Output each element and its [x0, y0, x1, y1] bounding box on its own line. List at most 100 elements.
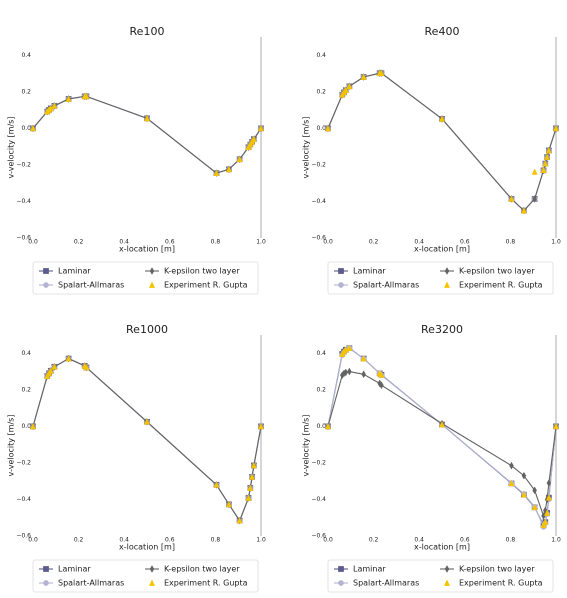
data-point	[250, 135, 257, 143]
data-point	[544, 509, 551, 516]
x-axis-label: x-location [m]	[119, 543, 175, 552]
legend-swatch	[149, 565, 155, 573]
data-point	[51, 363, 58, 370]
data-point	[343, 368, 349, 377]
data-point	[439, 420, 445, 428]
data-point	[213, 169, 220, 177]
x-tick-label: 0.2	[369, 537, 379, 544]
legend-label: Spalart-Allmaras	[58, 281, 124, 290]
data-point	[553, 422, 559, 430]
data-point	[347, 367, 352, 376]
y-tick-label: −0.4	[311, 198, 326, 205]
y-tick-label: −0.4	[16, 496, 31, 503]
data-point	[342, 86, 349, 93]
x-tick-label: 0.4	[119, 239, 129, 246]
data-point	[545, 146, 552, 154]
y-tick-label: 0.2	[316, 88, 326, 95]
y-tick-label: 0.4	[316, 52, 326, 59]
x-tick-label: 0.4	[414, 537, 424, 544]
legend-swatch	[444, 267, 450, 275]
series-line	[32, 357, 262, 522]
data-point	[546, 479, 552, 487]
x-tick-label: 0.6	[460, 537, 470, 544]
x-tick-label: 0.2	[369, 239, 379, 246]
legend-swatch	[338, 566, 344, 572]
legend-box	[32, 559, 259, 593]
legend-swatch	[149, 281, 155, 288]
legend-swatch	[338, 580, 344, 586]
x-tick-label: 0.0	[323, 537, 333, 544]
data-point	[249, 473, 256, 480]
y-axis-label: v-velocity [m/s]	[302, 415, 311, 477]
x-tick-label: 1.0	[551, 537, 561, 544]
data-point	[531, 168, 538, 175]
legend-label: Experiment R. Gupta	[459, 579, 543, 588]
series-line	[327, 72, 557, 212]
series-line	[32, 357, 262, 522]
legend-label: Spalart-Allmaras	[58, 579, 124, 588]
x-tick-label: 1.0	[256, 239, 266, 246]
series-line	[327, 72, 557, 212]
data-point	[542, 518, 549, 525]
data-point	[325, 422, 331, 430]
y-tick-label: −0.6	[16, 533, 31, 540]
data-point	[258, 124, 264, 132]
y-tick-label: −0.2	[16, 459, 31, 466]
data-point	[378, 371, 385, 378]
series-line	[32, 95, 262, 174]
y-tick-label: 0.0	[316, 423, 326, 430]
x-axis-label: x-location [m]	[414, 543, 470, 552]
y-tick-label: 0.0	[21, 125, 31, 132]
x-tick-label: 0.2	[74, 537, 84, 544]
x-tick-label: 0.6	[165, 537, 175, 544]
legend-swatch	[444, 579, 450, 586]
x-tick-label: 0.8	[211, 537, 221, 544]
y-tick-label: −0.6	[311, 533, 326, 540]
y-axis-label: v-velocity [m/s]	[7, 415, 16, 477]
legend-swatch	[149, 267, 155, 275]
data-point	[532, 486, 537, 495]
x-tick-label: 0.4	[119, 537, 129, 544]
data-point	[540, 166, 547, 173]
data-point	[247, 484, 254, 491]
legend-label: Laminar	[353, 565, 386, 574]
legend-box	[327, 261, 554, 295]
data-point	[144, 114, 150, 122]
data-point	[361, 370, 366, 379]
x-axis-label: x-location [m]	[414, 245, 470, 254]
data-point	[30, 124, 36, 132]
x-tick-label: 0.8	[211, 239, 221, 246]
x-tick-label: 0.8	[506, 239, 516, 246]
data-point	[83, 92, 90, 100]
data-point	[236, 516, 243, 524]
data-point	[250, 461, 257, 469]
data-point	[531, 503, 538, 511]
y-tick-label: 0.2	[21, 88, 31, 95]
data-point	[245, 494, 252, 501]
legend-label: K-epsilon two layer	[164, 565, 240, 574]
data-point	[439, 115, 445, 122]
chart-title: Re400	[425, 25, 460, 38]
legend-swatch	[444, 281, 450, 288]
data-point	[360, 354, 367, 362]
y-tick-label: 0.0	[316, 125, 326, 132]
series-line	[32, 95, 262, 174]
data-point	[379, 381, 384, 390]
data-point	[509, 461, 514, 470]
x-tick-label: 1.0	[256, 537, 266, 544]
x-tick-label: 0.8	[506, 537, 516, 544]
x-tick-label: 0.0	[28, 239, 38, 246]
legend-swatch	[338, 268, 344, 274]
x-tick-label: 0.6	[460, 239, 470, 246]
legend-label: Spalart-Allmaras	[353, 579, 419, 588]
data-point	[225, 165, 232, 173]
legend-label: Laminar	[58, 267, 91, 276]
y-tick-label: 0.2	[316, 386, 326, 393]
data-point	[544, 153, 551, 160]
chart-title: Re3200	[421, 323, 463, 336]
chart-title: Re1000	[126, 323, 168, 336]
data-point	[545, 494, 552, 501]
data-point	[83, 363, 90, 371]
